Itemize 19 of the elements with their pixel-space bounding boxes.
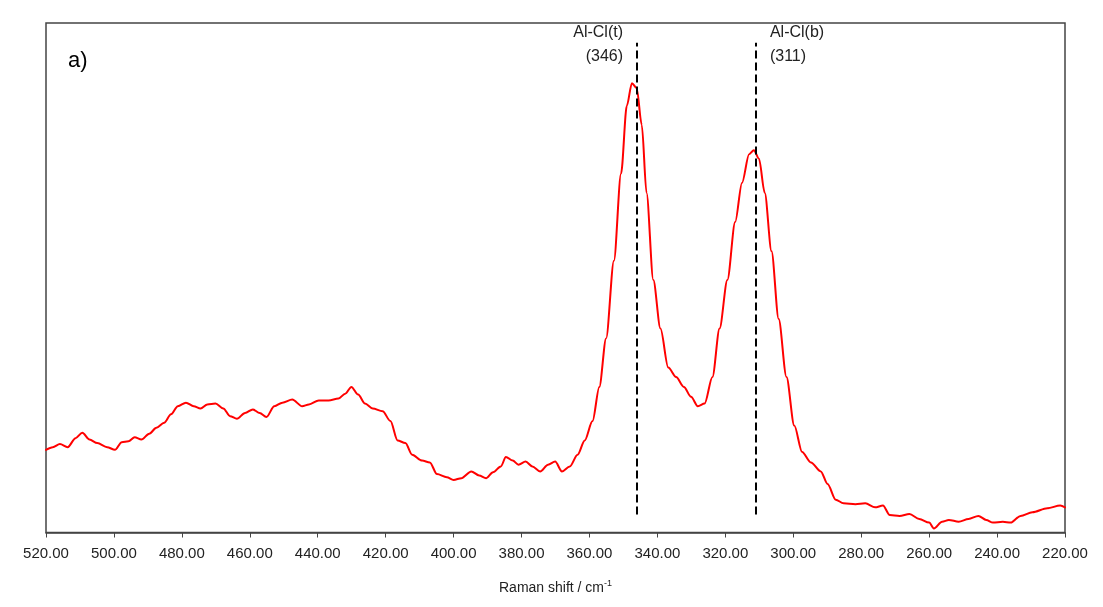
- x-tick-label: 400.00: [430, 543, 477, 561]
- x-tick-label: 240.00: [974, 543, 1021, 561]
- x-tick-label: 440.00: [294, 543, 341, 561]
- x-tick-label: 520.00: [23, 543, 69, 561]
- x-tick-label: 260.00: [906, 543, 953, 561]
- x-tick-label: 480.00: [158, 543, 205, 561]
- x-tick-label: 280.00: [838, 543, 885, 561]
- x-tick-label: 300.00: [770, 543, 817, 561]
- x-tick-label: 340.00: [634, 543, 681, 561]
- x-tick-label: 360.00: [566, 543, 613, 561]
- x-tick-label: 380.00: [498, 543, 545, 561]
- x-tick-label: 220.00: [1042, 543, 1088, 561]
- x-tick-label: 460.00: [226, 543, 273, 561]
- x-tick-label: 500.00: [90, 543, 137, 561]
- ref-line-label: Al-Cl(b) (311): [769, 23, 825, 65]
- x-tick-label: 320.00: [702, 543, 749, 561]
- text: a): [68, 46, 88, 72]
- ref-line-label: Al-Cl(t) (346): [573, 23, 624, 65]
- x-tick-label: 420.00: [362, 543, 409, 561]
